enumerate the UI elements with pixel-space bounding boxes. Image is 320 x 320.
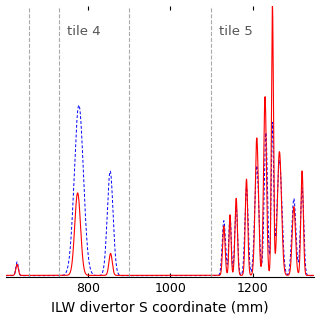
- Text: tile 4: tile 4: [67, 25, 100, 37]
- Text: tile 5: tile 5: [219, 25, 253, 37]
- X-axis label: ILW divertor S coordinate (mm): ILW divertor S coordinate (mm): [51, 300, 269, 315]
